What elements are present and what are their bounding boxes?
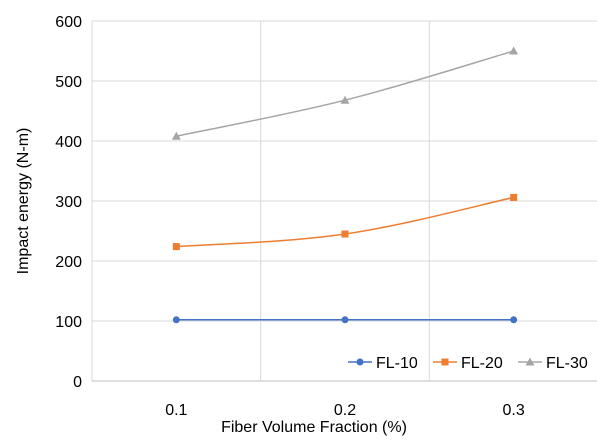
y-tick-label: 100 <box>55 314 82 331</box>
y-tick-label: 0 <box>73 374 82 391</box>
y-tick-label: 200 <box>55 254 82 271</box>
legend-marker-fl-20 <box>441 358 449 366</box>
y-axis-label: Impact energy (N-m) <box>15 128 32 275</box>
data-point-fl-30 <box>171 131 181 140</box>
data-point-fl-30 <box>509 46 519 55</box>
legend-marker-fl-10 <box>356 358 364 366</box>
legend: FL-10 FL-20 FL-30 <box>348 355 588 372</box>
y-tick-label: 600 <box>55 14 82 31</box>
legend-label-fl-20: FL-20 <box>461 355 503 372</box>
data-point-fl-20 <box>172 243 180 251</box>
x-axis-label: Fiber Volume Fraction (%) <box>221 419 407 436</box>
x-tick-label: 0.1 <box>165 402 187 419</box>
data-point-fl-20 <box>341 230 349 238</box>
data-point-fl-10 <box>510 316 518 324</box>
x-axis-ticks: 0.1 0.2 0.3 <box>165 402 525 419</box>
series-group <box>171 46 519 324</box>
y-tick-label: 500 <box>55 74 82 91</box>
legend-label-fl-30: FL-30 <box>546 355 588 372</box>
legend-marker-fl-30 <box>525 357 535 366</box>
legend-label-fl-10: FL-10 <box>376 355 418 372</box>
data-point-fl-20 <box>510 193 518 201</box>
data-point-fl-10 <box>172 316 180 324</box>
x-tick-label: 0.3 <box>503 402 525 419</box>
y-tick-label: 400 <box>55 134 82 151</box>
data-point-fl-10 <box>341 316 349 324</box>
y-axis-ticks: 0 100 200 300 400 500 600 <box>55 14 82 391</box>
y-tick-label: 300 <box>55 194 82 211</box>
data-point-fl-30 <box>340 95 350 104</box>
x-tick-label: 0.2 <box>334 402 356 419</box>
